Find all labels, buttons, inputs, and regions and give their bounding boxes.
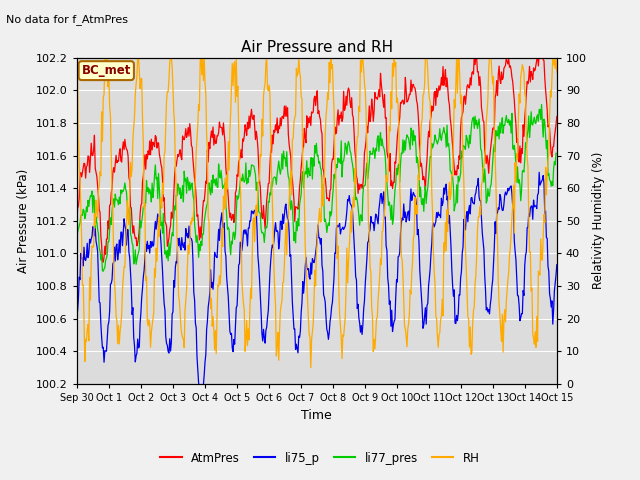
Y-axis label: Relativity Humidity (%): Relativity Humidity (%) (593, 152, 605, 289)
Y-axis label: Air Pressure (kPa): Air Pressure (kPa) (17, 168, 30, 273)
X-axis label: Time: Time (301, 408, 332, 421)
Text: BC_met: BC_met (82, 64, 131, 77)
Legend: AtmPres, li75_p, li77_pres, RH: AtmPres, li75_p, li77_pres, RH (156, 447, 484, 469)
Text: No data for f_AtmPres: No data for f_AtmPres (6, 14, 129, 25)
Title: Air Pressure and RH: Air Pressure and RH (241, 40, 393, 55)
